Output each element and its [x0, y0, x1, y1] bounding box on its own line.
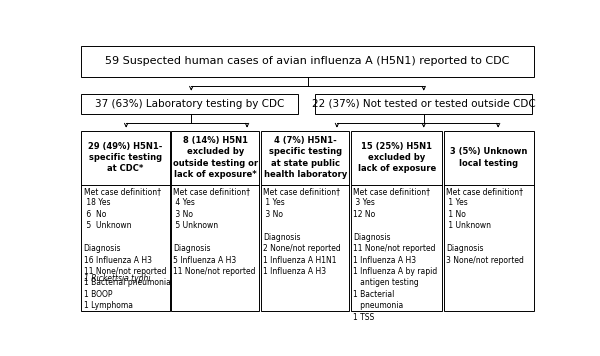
Text: 4 (7%) H5N1-
specific testing
at state public
health laboratory: 4 (7%) H5N1- specific testing at state p…	[263, 136, 347, 179]
FancyBboxPatch shape	[81, 94, 298, 114]
FancyBboxPatch shape	[81, 131, 170, 311]
FancyBboxPatch shape	[351, 131, 442, 311]
Text: Met case definition†
 18 Yes
 6  No
 5  Unknown

Diagnosis
16 Influenza A H3
11 : Met case definition† 18 Yes 6 No 5 Unkno…	[83, 187, 170, 310]
FancyBboxPatch shape	[315, 94, 532, 114]
Text: 15 (25%) H5N1
excluded by
lack of exposure: 15 (25%) H5N1 excluded by lack of exposu…	[358, 142, 436, 173]
FancyBboxPatch shape	[261, 131, 349, 311]
Text: Met case definition†
 4 Yes
 3 No
 5 Unknown

Diagnosis
5 Influenza A H3
11 None: Met case definition† 4 Yes 3 No 5 Unknow…	[173, 187, 256, 276]
FancyBboxPatch shape	[171, 131, 259, 311]
Text: 3 (5%) Unknown
local testing: 3 (5%) Unknown local testing	[450, 147, 527, 168]
Text: 1 Rickettsia typhi: 1 Rickettsia typhi	[83, 274, 150, 283]
Text: Met case definition†
 3 Yes
12 No

Diagnosis
11 None/not reported
1 Influenza A : Met case definition† 3 Yes 12 No Diagnos…	[353, 187, 437, 322]
FancyBboxPatch shape	[81, 46, 534, 77]
Text: Met case definition†
 1 Yes
 1 No
 1 Unknown

Diagnosis
3 None/not reported: Met case definition† 1 Yes 1 No 1 Unknow…	[446, 187, 524, 265]
Text: 29 (49%) H5N1-
specific testing
at CDC*: 29 (49%) H5N1- specific testing at CDC*	[88, 142, 163, 173]
Text: 22 (37%) Not tested or tested outside CDC: 22 (37%) Not tested or tested outside CD…	[312, 99, 536, 109]
Text: Met case definition†
 1 Yes
 3 No

Diagnosis
2 None/not reported
1 Influenza A H: Met case definition† 1 Yes 3 No Diagnosi…	[263, 187, 341, 276]
Text: 59 Suspected human cases of avian influenza A (H5N1) reported to CDC: 59 Suspected human cases of avian influe…	[106, 56, 509, 66]
FancyBboxPatch shape	[444, 131, 534, 311]
Text: 37 (63%) Laboratory testing by CDC: 37 (63%) Laboratory testing by CDC	[95, 99, 284, 109]
Text: 8 (14%) H5N1
excluded by
outside testing or
lack of exposure*: 8 (14%) H5N1 excluded by outside testing…	[173, 136, 258, 179]
